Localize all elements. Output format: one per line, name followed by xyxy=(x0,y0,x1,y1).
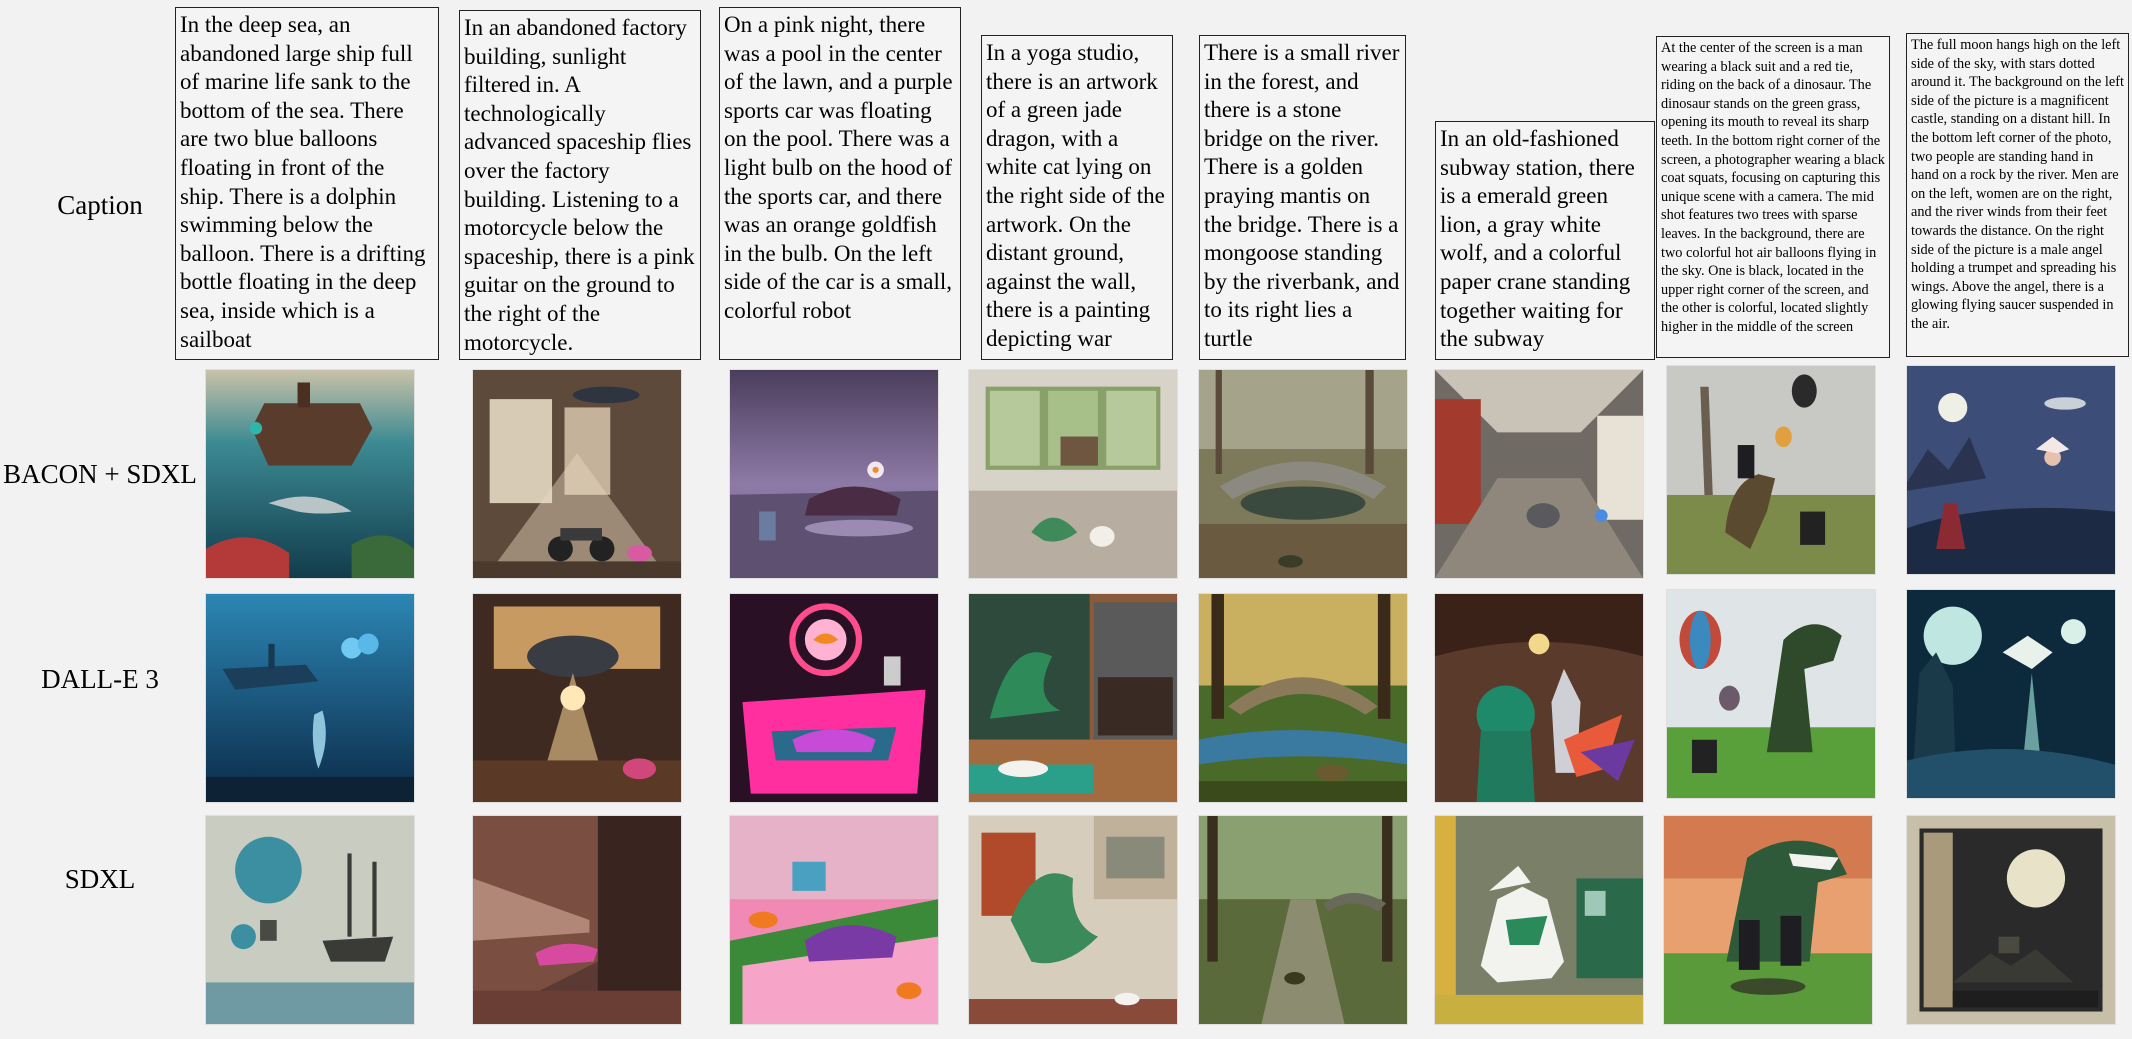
image-sdxl-6 xyxy=(1435,816,1643,1024)
caption-box-6: In an old-fashioned subway station, ther… xyxy=(1435,121,1655,360)
image-bacon-sdxl-6 xyxy=(1435,370,1643,578)
image-sdxl-5 xyxy=(1199,816,1407,1024)
caption-box-1: In the deep sea, an abandoned large ship… xyxy=(175,7,439,360)
row-label-sdxl: SDXL xyxy=(64,864,136,894)
caption-box-8: The full moon hangs high on the left sid… xyxy=(1906,33,2129,357)
image-bacon-sdxl-3 xyxy=(730,370,938,578)
caption-box-7: At the center of the screen is a man wea… xyxy=(1656,36,1890,358)
caption-box-2: In an abandoned factory building, sunlig… xyxy=(459,10,701,360)
image-bacon-sdxl-4 xyxy=(969,370,1177,578)
image-sdxl-3 xyxy=(730,816,938,1024)
caption-box-3: On a pink night, there was a pool in the… xyxy=(719,7,961,360)
image-sdxl-4 xyxy=(969,816,1177,1024)
caption-box-5: There is a small river in the forest, an… xyxy=(1199,35,1406,360)
row-label-caption: Caption xyxy=(57,190,143,220)
image-dalle3-4 xyxy=(969,594,1177,802)
image-sdxl-7 xyxy=(1664,816,1872,1024)
image-bacon-sdxl-8 xyxy=(1907,366,2115,574)
image-sdxl-2 xyxy=(473,816,681,1024)
image-sdxl-1 xyxy=(206,816,414,1024)
image-dalle3-6 xyxy=(1435,594,1643,802)
image-dalle3-7 xyxy=(1667,590,1875,798)
image-bacon-sdxl-7 xyxy=(1667,366,1875,574)
image-bacon-sdxl-1 xyxy=(206,370,414,578)
image-dalle3-2 xyxy=(473,594,681,802)
row-label-bacon-sdxl: BACON + SDXL xyxy=(3,459,197,489)
row-label-dalle3: DALL-E 3 xyxy=(41,664,159,694)
image-sdxl-8 xyxy=(1907,816,2115,1024)
image-dalle3-3 xyxy=(730,594,938,802)
caption-box-4: In a yoga studio, there is an artwork of… xyxy=(981,35,1173,360)
image-dalle3-8 xyxy=(1907,590,2115,798)
image-dalle3-5 xyxy=(1199,594,1407,802)
image-dalle3-1 xyxy=(206,594,414,802)
image-bacon-sdxl-5 xyxy=(1199,370,1407,578)
image-bacon-sdxl-2 xyxy=(473,370,681,578)
